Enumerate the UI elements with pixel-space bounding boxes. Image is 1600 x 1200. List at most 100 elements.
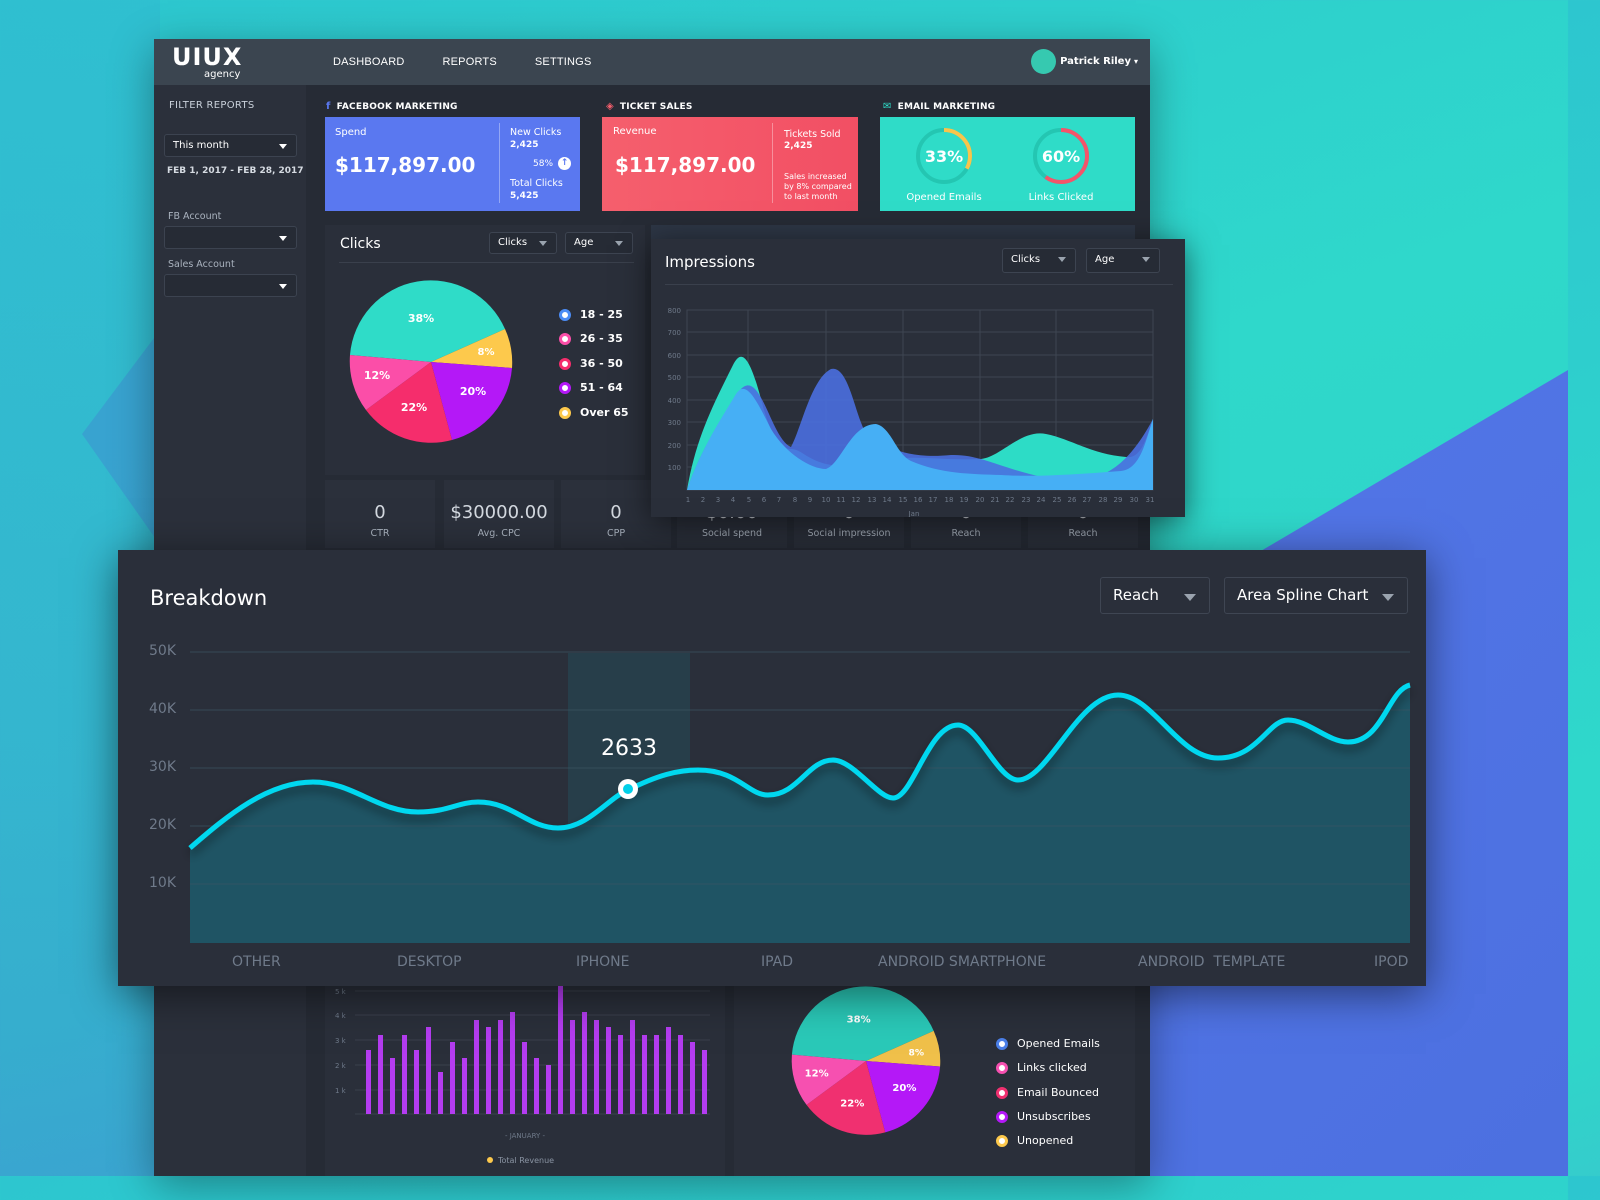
email-card: 33% Opened Emails 60% Links Clicked: [880, 117, 1135, 211]
clicks-metric-dropdown[interactable]: Clicks: [489, 232, 557, 254]
svg-text:3: 3: [716, 496, 720, 504]
legend-dot-icon: [559, 406, 571, 419]
legend-dot-icon: [996, 1134, 1008, 1147]
svg-text:22%: 22%: [401, 401, 427, 414]
nav-reports[interactable]: REPORTS: [442, 56, 497, 68]
legend-item[interactable]: Opened Emails: [996, 1037, 1100, 1050]
facebook-section-title: FACEBOOK MARKETING: [336, 101, 458, 112]
svg-text:800: 800: [668, 307, 681, 315]
legend-item[interactable]: 51 - 64: [559, 381, 623, 394]
revenue-bar-chart: 5 k 4 k 3 k 2 k 1 k - JANUARY - Total Revenu…: [335, 986, 710, 1165]
revenue-panel: 5 k 4 k 3 k 2 k 1 k - JANUARY - Total Revenu…: [325, 986, 725, 1176]
legend-item[interactable]: 26 - 35: [559, 332, 623, 345]
clicks-panel: Clicks Clicks Age 38% 8% 20% 22% 12% 18 …: [325, 225, 645, 475]
nav-settings[interactable]: SETTINGS: [534, 56, 592, 68]
svg-text:1 k: 1 k: [335, 1087, 347, 1095]
facebook-section-header: f FACEBOOK MARKETING: [326, 101, 458, 112]
svg-text:9: 9: [808, 496, 812, 504]
x-tick: IPOD: [1374, 954, 1409, 970]
legend-item[interactable]: Unopened: [996, 1134, 1073, 1147]
svg-text:6: 6: [762, 496, 767, 504]
caret-down-icon: [279, 236, 287, 241]
svg-text:38%: 38%: [408, 312, 434, 325]
svg-text:4: 4: [731, 496, 736, 504]
spend-label: Spend: [335, 127, 367, 138]
sales-note-line2: by 8% compared: [784, 182, 852, 191]
legend-label: 18 - 25: [580, 308, 623, 321]
divider: [772, 123, 773, 203]
svg-text:8: 8: [793, 496, 797, 504]
clicks-group-dropdown[interactable]: Age: [565, 232, 633, 254]
sales-account-select[interactable]: [164, 274, 297, 297]
y-tick: 10K: [149, 875, 176, 891]
legend-label: 36 - 50: [580, 357, 623, 370]
legend-label: Over 65: [580, 406, 629, 419]
svg-text:20: 20: [976, 496, 985, 504]
divider: [339, 262, 634, 263]
top-navbar: UIUX agency DASHBOARD REPORTS SETTINGS P…: [154, 39, 1150, 85]
email-icon: ✉: [883, 101, 892, 112]
svg-text:29: 29: [1114, 496, 1123, 504]
svg-text:200: 200: [668, 442, 681, 450]
legend-dot-icon: [559, 357, 571, 370]
svg-text:8%: 8%: [909, 1049, 925, 1059]
svg-text:22%: 22%: [840, 1099, 864, 1110]
spend-value: $117,897.00: [335, 153, 476, 177]
links-clicked-label: Links Clicked: [1028, 192, 1094, 203]
breakdown-chart-type-dropdown[interactable]: Area Spline Chart: [1224, 577, 1408, 614]
x-tick: DESKTOP: [397, 954, 462, 970]
svg-text:100: 100: [668, 464, 681, 472]
logo[interactable]: UIUX agency: [172, 45, 252, 81]
ticket-card: Revenue $117,897.00 Tickets Sold 2,425 S…: [602, 117, 858, 211]
svg-text:Jan: Jan: [908, 510, 920, 517]
period-select-value: This month: [173, 140, 230, 151]
x-tick: IPHONE: [576, 954, 630, 970]
svg-text:20%: 20%: [460, 385, 486, 398]
svg-text:12%: 12%: [805, 1069, 829, 1080]
user-name: Patrick Riley: [1060, 56, 1131, 67]
svg-text:30: 30: [1130, 496, 1139, 504]
y-tick: 30K: [149, 759, 176, 775]
svg-text:10: 10: [822, 496, 831, 504]
user-menu[interactable]: Patrick Riley ▾: [1031, 49, 1138, 74]
svg-text:8%: 8%: [478, 347, 495, 358]
revenue-label: Revenue: [613, 126, 657, 137]
stat-label: Reach: [1068, 528, 1098, 539]
breakdown-metric-dropdown[interactable]: Reach: [1100, 577, 1210, 614]
impressions-group-dropdown[interactable]: Age: [1086, 248, 1160, 273]
impressions-metric-dropdown[interactable]: Clicks: [1002, 248, 1076, 273]
svg-text:4 k: 4 k: [335, 1012, 347, 1020]
facebook-card: Spend $117,897.00 New Clicks 2,425 58% ↑…: [325, 117, 580, 211]
sales-note-line1: Sales increased: [784, 172, 847, 181]
legend-dot-icon: [559, 381, 571, 394]
legend-label: 51 - 64: [580, 381, 623, 394]
svg-text:20%: 20%: [892, 1083, 916, 1094]
x-tick: ANDROID TEMPLATE: [1138, 954, 1286, 970]
legend-item[interactable]: 18 - 25: [559, 308, 623, 321]
dropdown-value: Area Spline Chart: [1237, 586, 1369, 604]
svg-text:25: 25: [1053, 496, 1062, 504]
svg-text:600: 600: [668, 352, 681, 360]
divider: [499, 123, 500, 203]
opened-emails-label: Opened Emails: [906, 192, 982, 203]
legend-item[interactable]: 36 - 50: [559, 357, 623, 370]
legend-item[interactable]: Over 65: [559, 406, 629, 419]
svg-text:22: 22: [1006, 496, 1015, 504]
legend-item[interactable]: Unsubscribes: [996, 1110, 1091, 1123]
opened-emails-pct: 33%: [924, 147, 964, 166]
svg-text:- JANUARY -: - JANUARY -: [505, 1132, 546, 1140]
nav-dashboard[interactable]: DASHBOARD: [333, 56, 405, 68]
period-select[interactable]: This month: [164, 134, 297, 157]
svg-text:28: 28: [1099, 496, 1108, 504]
svg-text:2 k: 2 k: [335, 1062, 347, 1070]
legend-item[interactable]: Email Bounced: [996, 1086, 1099, 1099]
impressions-title: Impressions: [665, 253, 755, 271]
links-clicked-pct: 60%: [1041, 147, 1081, 166]
x-tick: IPAD: [761, 954, 794, 970]
legend-item[interactable]: Links clicked: [996, 1061, 1087, 1074]
legend-dot-icon: [996, 1061, 1008, 1074]
svg-text:3 k: 3 k: [335, 1037, 347, 1045]
svg-text:Total Revenue: Total Revenue: [497, 1156, 554, 1165]
fb-account-select[interactable]: [164, 226, 297, 249]
